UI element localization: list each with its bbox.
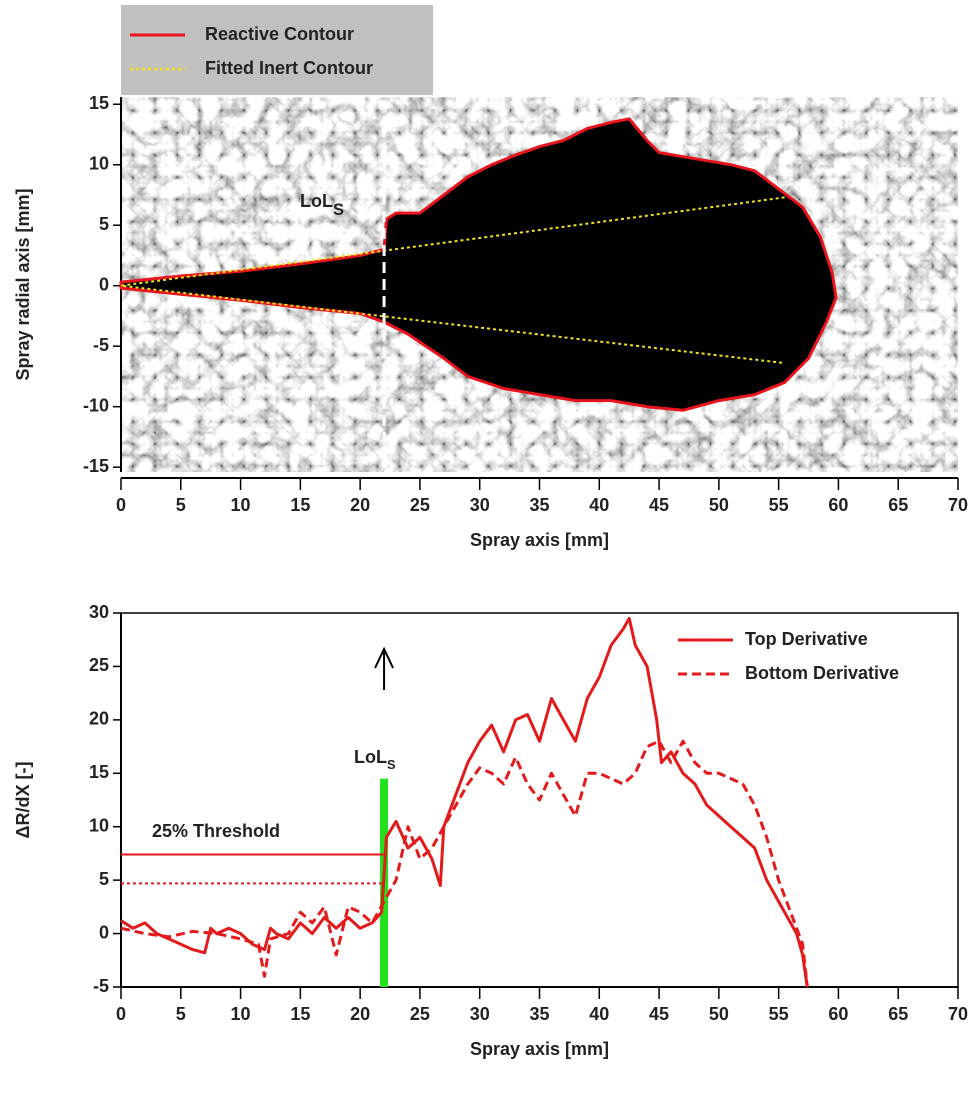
x-tick-label: 20 (350, 495, 370, 515)
y-tick-label: 0 (99, 274, 109, 294)
annotation-text: LoL (300, 191, 333, 211)
legend-label: Top Derivative (745, 629, 868, 649)
x-tick-label: 20 (350, 1004, 370, 1024)
annotation-text: 25% Threshold (152, 821, 280, 841)
x-tick-label: 0 (116, 1004, 126, 1024)
x-axis-label: Spray axis [mm] (470, 1039, 609, 1059)
figure: 0510152025303540455055606570-15-10-50510… (0, 0, 973, 1095)
x-tick-label: 55 (769, 495, 789, 515)
x-tick-label: 15 (290, 1004, 310, 1024)
x-tick-label: 30 (470, 495, 490, 515)
x-tick-label: 25 (410, 1004, 430, 1024)
legend-label: Reactive Contour (205, 24, 354, 44)
x-tick-label: 35 (529, 495, 549, 515)
x-tick-label: 45 (649, 1004, 669, 1024)
x-tick-label: 50 (709, 1004, 729, 1024)
x-tick-label: 10 (231, 1004, 251, 1024)
x-tick-label: 30 (470, 1004, 490, 1024)
y-tick-label: 15 (89, 93, 109, 113)
y-tick-label: 15 (89, 762, 109, 782)
series-line (121, 741, 807, 987)
legend-box (121, 5, 433, 95)
x-tick-label: 10 (231, 495, 251, 515)
x-tick-label: 70 (948, 1004, 968, 1024)
x-tick-label: 15 (290, 495, 310, 515)
y-tick-label: 0 (99, 922, 109, 942)
annotation: 25% Threshold (152, 821, 280, 841)
annotation: LoLS (354, 747, 396, 772)
x-tick-label: 5 (176, 1004, 186, 1024)
x-tick-label: 55 (769, 1004, 789, 1024)
y-tick-label: 25 (89, 655, 109, 675)
x-tick-label: 50 (709, 495, 729, 515)
x-tick-label: 40 (589, 1004, 609, 1024)
x-tick-label: 60 (828, 1004, 848, 1024)
x-tick-label: 65 (888, 1004, 908, 1024)
x-tick-label: 40 (589, 495, 609, 515)
x-axis-label: Spray axis [mm] (470, 530, 609, 550)
x-tick-label: 25 (410, 495, 430, 515)
x-tick-label: 35 (529, 1004, 549, 1024)
legend-label: Fitted Inert Contour (205, 58, 373, 78)
x-tick-label: 60 (828, 495, 848, 515)
y-tick-label: -15 (83, 456, 109, 476)
annotation-subscript: S (387, 757, 396, 772)
y-tick-label: 30 (89, 602, 109, 622)
y-tick-label: 10 (89, 153, 109, 173)
x-tick-label: 45 (649, 495, 669, 515)
x-tick-label: 65 (888, 495, 908, 515)
y-tick-label: -5 (93, 976, 109, 996)
x-tick-label: 0 (116, 495, 126, 515)
y-tick-label: 5 (99, 214, 109, 234)
y-tick-label: -10 (83, 395, 109, 415)
y-tick-label: 10 (89, 815, 109, 835)
annotation-text: LoL (354, 747, 387, 767)
y-axis-label: Spray radial axis [mm] (13, 188, 33, 380)
annotation-subscript: S (333, 201, 344, 219)
y-tick-label: 20 (89, 709, 109, 729)
y-axis-label: ΔR/dX [-] (13, 762, 33, 839)
y-tick-label: -5 (93, 335, 109, 355)
series-line (121, 618, 807, 987)
y-tick-label: 5 (99, 869, 109, 889)
x-tick-label: 5 (176, 495, 186, 515)
legend-label: Bottom Derivative (745, 663, 899, 683)
x-tick-label: 70 (948, 495, 968, 515)
